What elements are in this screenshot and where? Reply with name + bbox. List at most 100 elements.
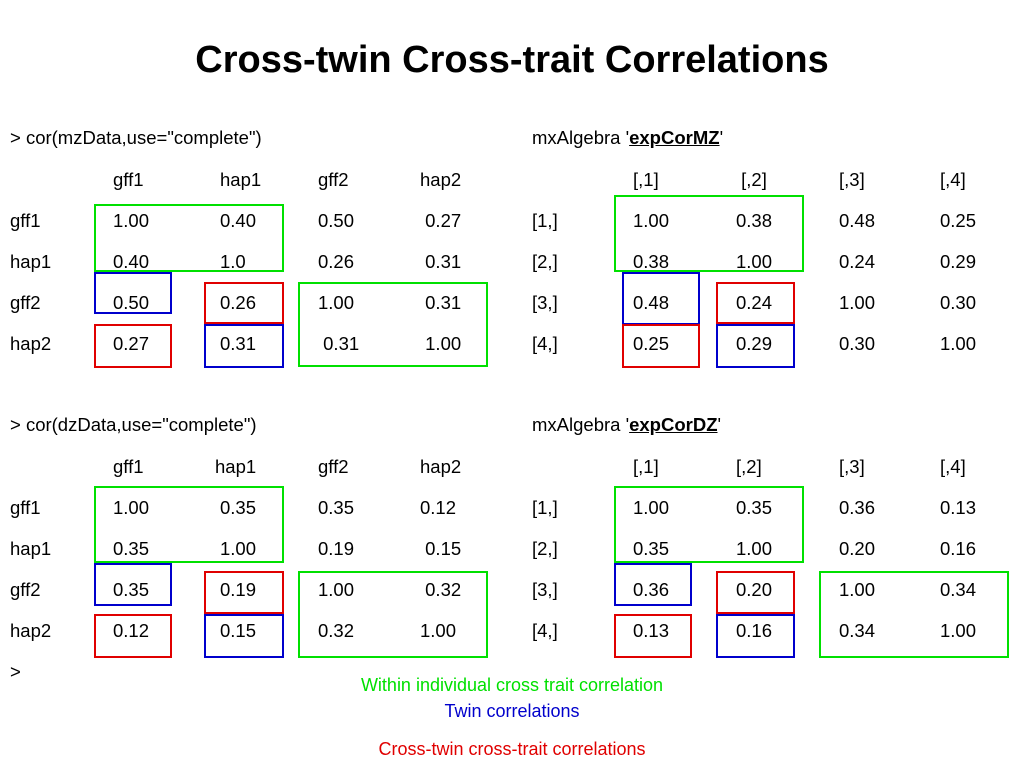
row-label: gff1 bbox=[10, 497, 41, 518]
matrix-cell: 1.00 bbox=[839, 292, 876, 313]
matrix-cell: 0.36 bbox=[633, 579, 670, 600]
row-label: gff2 bbox=[10, 579, 41, 600]
matrix-cell: 0.36 bbox=[839, 497, 876, 518]
matrix-cell: 0.50 bbox=[113, 292, 150, 313]
matrix-cell: 0.15 bbox=[220, 620, 257, 641]
legend-within: Within individual cross trait correlatio… bbox=[360, 675, 664, 695]
matrix-cell: 0.35 bbox=[113, 579, 150, 600]
row-label: [1,] bbox=[532, 497, 558, 518]
console-prompt: > bbox=[10, 661, 21, 682]
twin-correlation-box bbox=[622, 272, 700, 325]
matrix-cell: 0.24 bbox=[736, 292, 773, 313]
matrix-cell: 0.19 bbox=[220, 579, 257, 600]
twin-correlation-box bbox=[204, 324, 284, 368]
row-label: hap1 bbox=[10, 538, 52, 559]
cross-twin-correlation-box bbox=[716, 571, 795, 614]
matrix-cell: 0.20 bbox=[839, 538, 876, 559]
cross-twin-correlation-box bbox=[622, 324, 700, 368]
matrix-cell: 0.40 bbox=[220, 210, 257, 231]
matrix-cell: 0.12 bbox=[113, 620, 150, 641]
cross-twin-correlation-box bbox=[204, 571, 284, 614]
col-header: [,1] bbox=[633, 169, 659, 190]
within-correlation-box bbox=[298, 571, 488, 658]
matrix-cell: 0.13 bbox=[633, 620, 670, 641]
col-header: [,3] bbox=[839, 169, 865, 190]
col-header-gff1: gff1 bbox=[113, 169, 144, 190]
matrix-cell: 0.32 bbox=[318, 620, 355, 641]
header-prefix: mxAlgebra ' bbox=[532, 127, 630, 148]
matrix-cell: 0.29 bbox=[940, 251, 977, 272]
matrix-cell: 0.31 bbox=[420, 292, 462, 313]
matrix-cell: 0.20 bbox=[736, 579, 773, 600]
matrix-cell: 0.35 bbox=[736, 497, 773, 518]
col-header: [,3] bbox=[839, 456, 865, 477]
twin-correlation-box bbox=[716, 614, 795, 658]
cross-twin-correlation-box bbox=[204, 282, 284, 324]
matrix-cell: 0.38 bbox=[736, 210, 773, 231]
matrix-cell: 1.00 bbox=[736, 251, 773, 272]
matrix-cell: 0.25 bbox=[940, 210, 977, 231]
twin-correlation-box bbox=[94, 563, 172, 606]
matrix-cell: 0.30 bbox=[940, 292, 977, 313]
matrix-cell: 0.38 bbox=[633, 251, 670, 272]
matrix-cell: 1.00 bbox=[839, 579, 876, 600]
within-correlation-box bbox=[819, 571, 1009, 658]
col-header: [,4] bbox=[940, 456, 966, 477]
row-label: [3,] bbox=[532, 292, 558, 313]
matrix-cell: 0.16 bbox=[736, 620, 773, 641]
matrix-cell: 1.00 bbox=[113, 497, 150, 518]
matrix-cell: 0.29 bbox=[736, 333, 773, 354]
mz-cor-header: > cor(mzData,use="complete") bbox=[10, 127, 262, 148]
matrix-cell: 0.26 bbox=[318, 251, 355, 272]
matrix-cell: 0.34 bbox=[940, 579, 977, 600]
matrix-cell: 0.35 bbox=[318, 497, 355, 518]
twin-correlation-box bbox=[94, 272, 172, 314]
matrix-cell: 0.16 bbox=[940, 538, 977, 559]
row-label: [3,] bbox=[532, 579, 558, 600]
cross-twin-correlation-box bbox=[94, 324, 172, 368]
matrix-cell: 0.13 bbox=[940, 497, 977, 518]
matrix-cell: 0.25 bbox=[633, 333, 670, 354]
matrix-cell: 1.00 bbox=[220, 538, 257, 559]
matrix-cell: 0.19 bbox=[318, 538, 355, 559]
cross-twin-correlation-box bbox=[614, 614, 692, 658]
matrix-cell: 0.48 bbox=[839, 210, 876, 231]
within-correlation-box bbox=[94, 486, 284, 563]
row-label: [2,] bbox=[532, 251, 558, 272]
header-prefix: mxAlgebra ' bbox=[532, 414, 630, 435]
dz-cor-header: > cor(dzData,use="complete") bbox=[10, 414, 257, 435]
matrix-cell: 0.31 bbox=[220, 333, 257, 354]
matrix-cell: 1.0 bbox=[220, 251, 246, 272]
col-header-hap1: hap1 bbox=[220, 169, 262, 190]
matrix-cell: 0.48 bbox=[633, 292, 670, 313]
col-header-gff2: gff2 bbox=[318, 169, 349, 190]
col-header-gff1: gff1 bbox=[113, 456, 144, 477]
within-correlation-box bbox=[614, 486, 804, 563]
matrix-cell: 0.35 bbox=[633, 538, 670, 559]
cross-twin-correlation-box bbox=[716, 282, 795, 324]
header-suffix: ' bbox=[717, 414, 722, 435]
col-header: [,1] bbox=[633, 456, 659, 477]
matrix-cell: 0.27 bbox=[113, 333, 150, 354]
row-label: gff1 bbox=[10, 210, 41, 231]
col-header: [,2] bbox=[736, 456, 762, 477]
row-label: [4,] bbox=[532, 620, 558, 641]
twin-correlation-box bbox=[204, 614, 284, 658]
matrix-cell: 0.31 bbox=[420, 251, 462, 272]
row-label: hap2 bbox=[10, 333, 52, 354]
row-label: gff2 bbox=[10, 292, 41, 313]
header-suffix: ' bbox=[719, 127, 724, 148]
within-correlation-box bbox=[94, 204, 284, 272]
algebra-name: expCorMZ bbox=[629, 127, 720, 148]
matrix-cell: 0.31 bbox=[318, 333, 360, 354]
row-label: hap2 bbox=[10, 620, 52, 641]
matrix-cell: 0.26 bbox=[220, 292, 257, 313]
matrix-cell: 1.00 bbox=[318, 292, 355, 313]
matrix-cell: 1.00 bbox=[633, 497, 670, 518]
matrix-cell: 1.00 bbox=[420, 333, 462, 354]
twin-correlation-box bbox=[614, 563, 692, 606]
matrix-cell: 0.12 bbox=[420, 497, 457, 518]
matrix-cell: 0.15 bbox=[420, 538, 462, 559]
within-correlation-box bbox=[298, 282, 488, 367]
matrix-cell: 0.50 bbox=[318, 210, 355, 231]
